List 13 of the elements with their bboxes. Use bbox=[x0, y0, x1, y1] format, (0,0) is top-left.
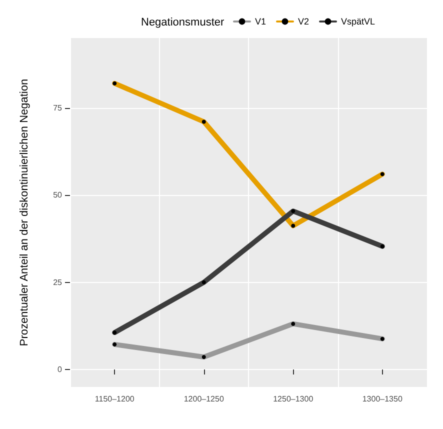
legend-label: VspätVL bbox=[341, 16, 376, 26]
legend-label: V1 bbox=[255, 16, 266, 26]
y-tick-label: 75 bbox=[53, 103, 63, 112]
x-tick-label: 1250–1300 bbox=[273, 394, 314, 404]
y-tick-label: 25 bbox=[53, 278, 63, 287]
y-tick-label: 0 bbox=[58, 365, 63, 374]
x-tick-label: 1300–1350 bbox=[362, 394, 403, 404]
legend-title: Negationsmuster bbox=[141, 16, 224, 28]
y-tick-label: 50 bbox=[53, 190, 63, 200]
legend-label: V2 bbox=[298, 16, 310, 26]
y-axis-title: Prozentualer Anteil an der diskontinuierlichen Negation bbox=[18, 78, 30, 346]
x-tick-label: 1200–1250 bbox=[184, 394, 224, 404]
x-tick-label: 1150–1200 bbox=[94, 394, 135, 404]
